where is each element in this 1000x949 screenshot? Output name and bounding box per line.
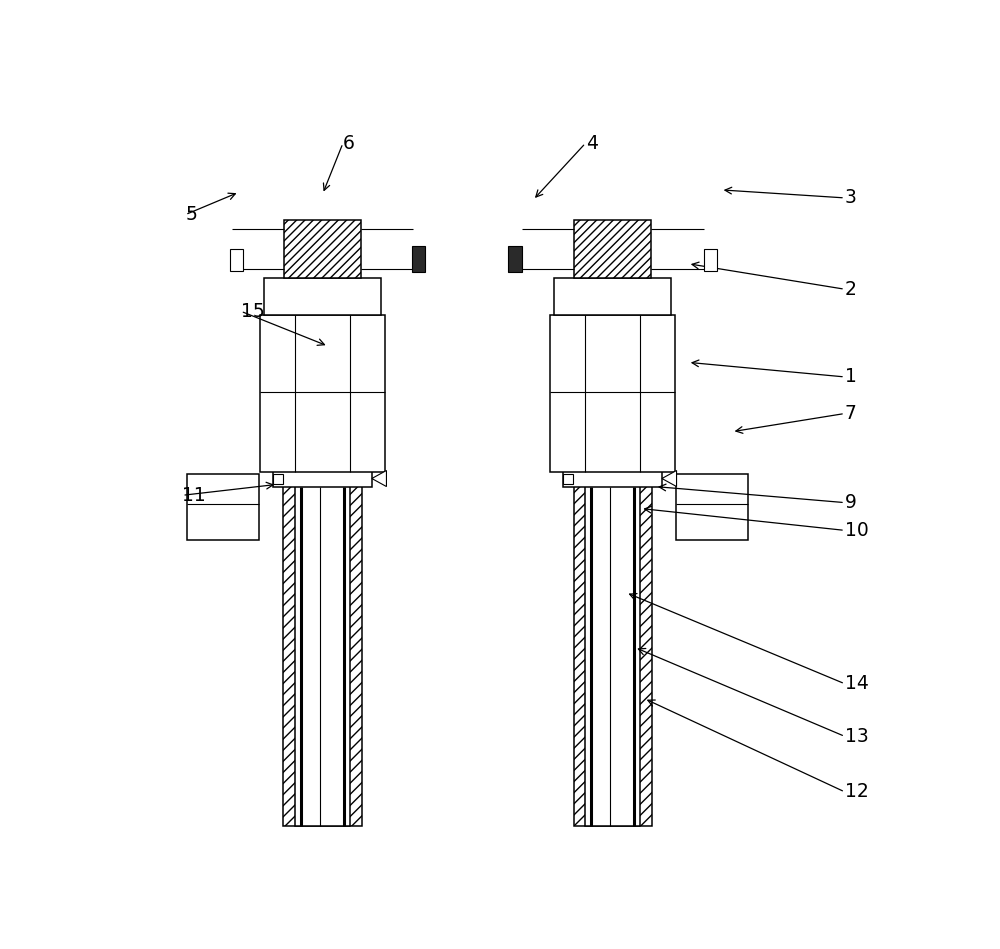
Bar [676, 474, 748, 540]
Text: 10: 10 [845, 521, 869, 540]
Bar [295, 472, 350, 827]
Bar [284, 220, 361, 278]
Bar [704, 249, 717, 271]
Bar [230, 249, 243, 271]
Text: 15: 15 [241, 302, 264, 321]
Bar [412, 246, 425, 272]
Text: 5: 5 [185, 205, 197, 224]
Bar [574, 472, 652, 827]
Bar [187, 474, 259, 540]
Text: 6: 6 [343, 134, 355, 153]
Bar [550, 315, 675, 472]
Bar [585, 472, 640, 827]
Text: 13: 13 [845, 727, 869, 746]
Text: 11: 11 [182, 486, 206, 505]
Text: 9: 9 [845, 493, 857, 512]
Text: 2: 2 [845, 280, 857, 299]
Bar [273, 474, 283, 484]
Bar [508, 246, 522, 272]
Bar [554, 278, 671, 315]
Bar [563, 474, 573, 484]
Polygon shape [372, 471, 386, 487]
Polygon shape [662, 471, 677, 487]
Bar [260, 315, 385, 472]
Text: 3: 3 [845, 189, 857, 208]
Text: 4: 4 [586, 134, 598, 153]
Text: 14: 14 [845, 675, 869, 694]
Text: 12: 12 [845, 783, 869, 802]
Text: 1: 1 [845, 367, 857, 386]
Bar [273, 471, 372, 487]
Bar [574, 220, 651, 278]
Text: 7: 7 [845, 404, 857, 423]
Bar [264, 278, 381, 315]
Bar [283, 472, 362, 827]
Bar [563, 471, 662, 487]
